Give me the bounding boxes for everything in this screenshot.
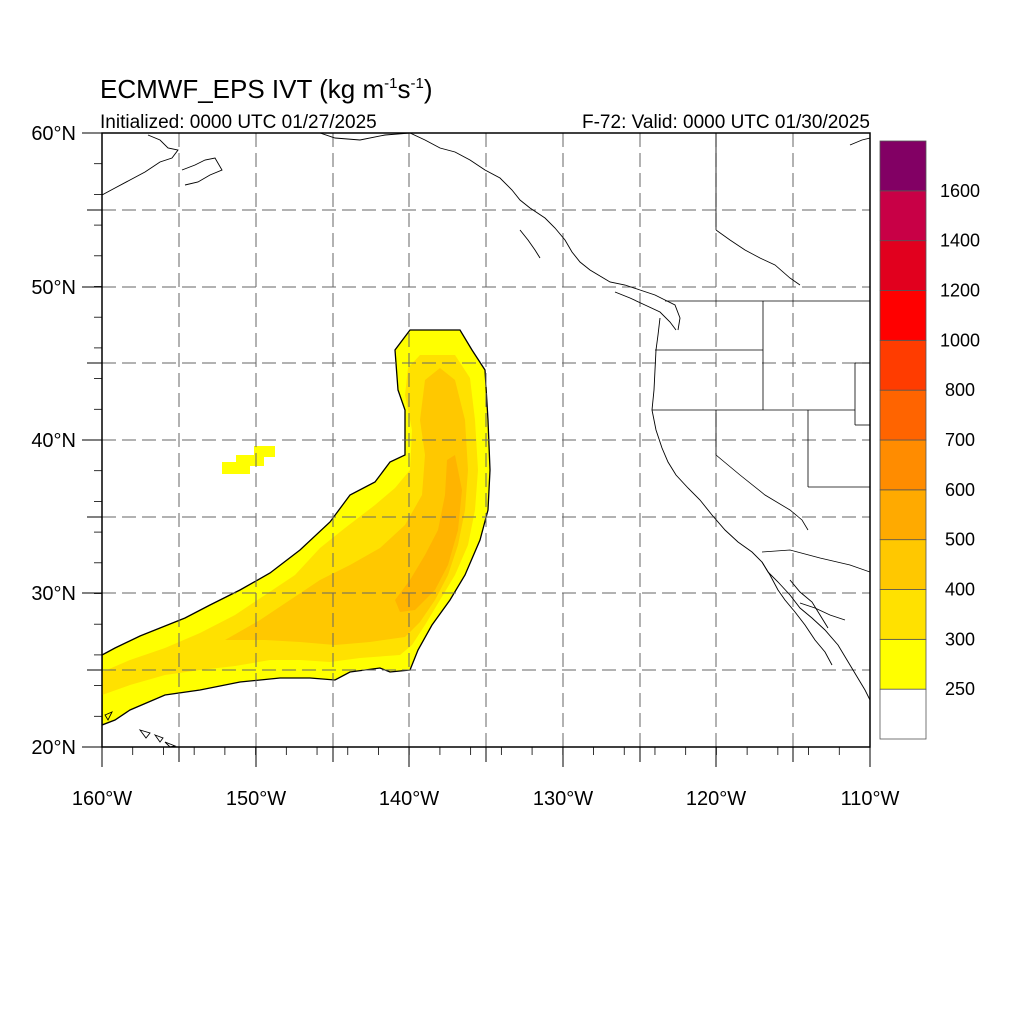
lon-label: 150°W bbox=[226, 788, 286, 810]
colorbar-label: 1200 bbox=[940, 281, 980, 301]
colorbar-label: 700 bbox=[945, 430, 975, 450]
lat-label: 60°N bbox=[31, 123, 76, 145]
state-boundaries bbox=[652, 133, 870, 621]
map-area bbox=[102, 133, 870, 747]
colorbar-label: 1600 bbox=[940, 181, 980, 201]
coastlines bbox=[102, 133, 870, 747]
colorbar-box bbox=[879, 389, 927, 441]
colorbar-box bbox=[879, 638, 927, 690]
colorbar bbox=[879, 140, 927, 740]
colorbar-box bbox=[879, 489, 927, 541]
ivt-patch-isolated bbox=[222, 446, 275, 474]
colorbar-label: 800 bbox=[945, 380, 975, 400]
figure-title: ECMWF_EPS IVT (kg m-1s-1) bbox=[100, 74, 432, 104]
lat-label: 40°N bbox=[31, 430, 76, 452]
gridlines bbox=[102, 133, 870, 747]
lon-tick-labels: 160°W 150°W 140°W 130°W 120°W 110°W bbox=[72, 788, 900, 810]
colorbar-labels: 250 300 400 500 600 700 800 1000 1200 1400 1600 bbox=[940, 181, 980, 699]
lon-label: 130°W bbox=[533, 788, 593, 810]
lon-label: 120°W bbox=[686, 788, 746, 810]
lon-label: 110°W bbox=[841, 788, 900, 810]
ivt-contour-400 bbox=[225, 368, 468, 645]
colorbar-label: 300 bbox=[945, 629, 975, 649]
initialized-text: Initialized: 0000 UTC 01/27/2025 bbox=[100, 112, 377, 133]
colorbar-label: 400 bbox=[945, 580, 975, 600]
colorbar-box bbox=[879, 539, 927, 590]
colorbar-box bbox=[879, 688, 927, 740]
lon-label: 160°W bbox=[72, 788, 132, 810]
minor-ticks bbox=[94, 132, 871, 755]
colorbar-label: 1000 bbox=[940, 330, 980, 350]
ivt-contour-500 bbox=[395, 455, 462, 612]
colorbar-label: 250 bbox=[945, 679, 975, 699]
colorbar-box bbox=[879, 240, 927, 291]
colorbar-box bbox=[879, 339, 927, 391]
colorbar-box bbox=[879, 589, 927, 640]
lat-tick-labels: 20°N 30°N 40°N 50°N 60°N bbox=[31, 123, 76, 759]
colorbar-box bbox=[879, 439, 927, 491]
colorbar-box bbox=[879, 190, 927, 242]
colorbar-label: 600 bbox=[945, 480, 975, 500]
valid-text: F-72: Valid: 0000 UTC 01/30/2025 bbox=[582, 112, 870, 133]
lat-label: 30°N bbox=[31, 583, 76, 605]
lat-label: 50°N bbox=[31, 277, 76, 299]
axis-ticks bbox=[82, 132, 871, 767]
colorbar-label: 1400 bbox=[940, 231, 980, 251]
colorbar-box bbox=[879, 290, 927, 341]
title-units: (kg m bbox=[319, 74, 384, 104]
colorbar-label: 500 bbox=[945, 530, 975, 550]
lon-label: 140°W bbox=[379, 788, 439, 810]
colorbar-box bbox=[879, 140, 927, 192]
lat-label: 20°N bbox=[31, 737, 76, 759]
